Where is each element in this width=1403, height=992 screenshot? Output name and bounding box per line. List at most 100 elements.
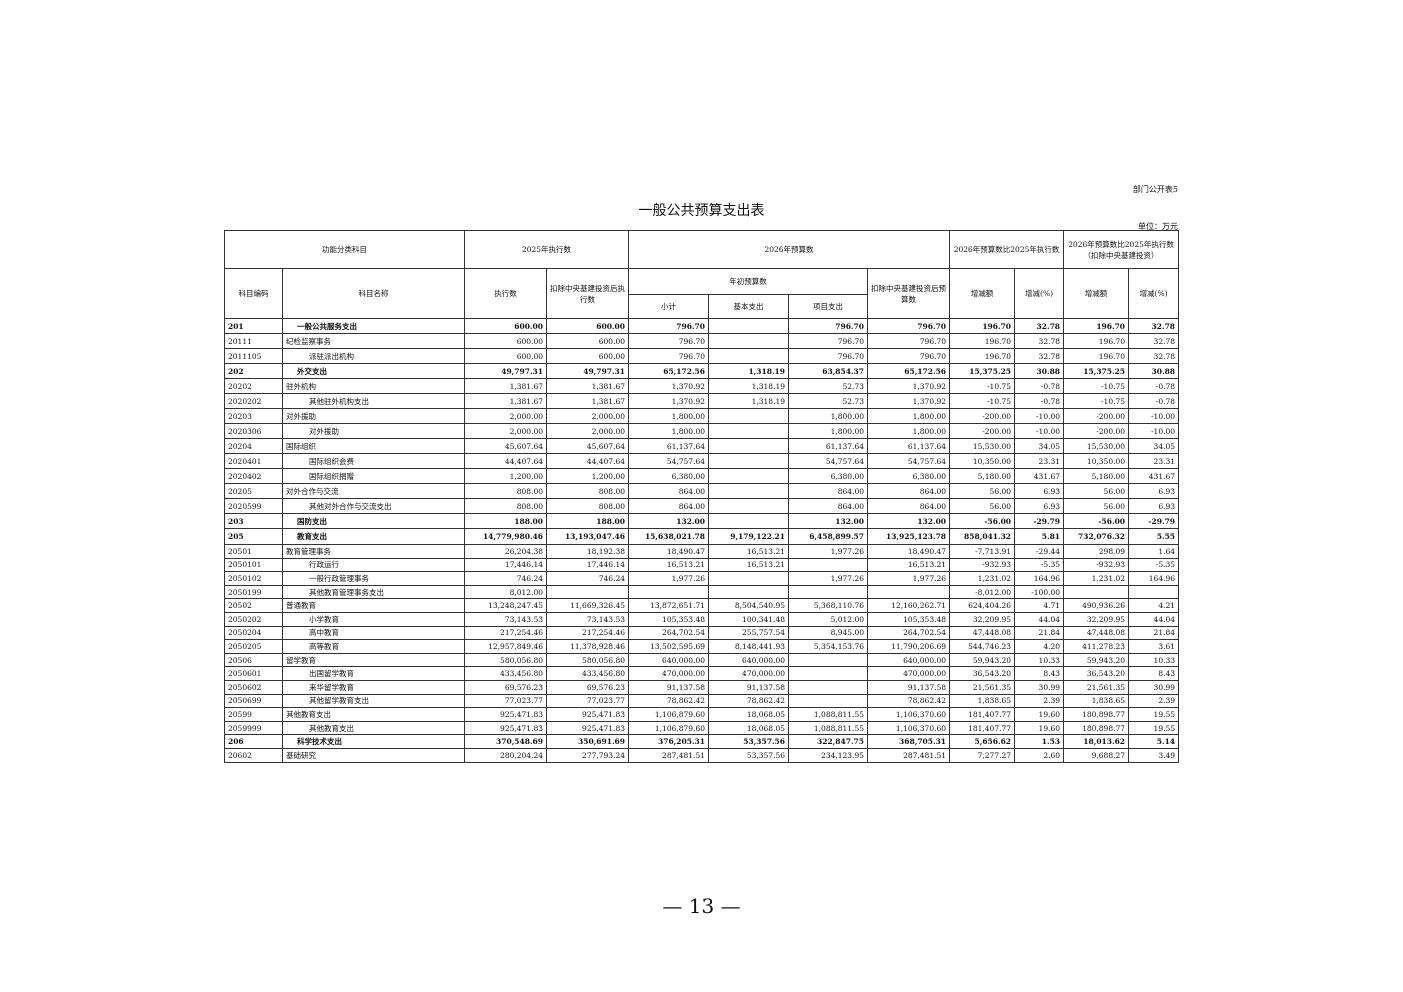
table-row: 2050199 其他教育管理事务支出 8,012.00 -8,012.00 -100.0…: [224, 584, 1180, 600]
cell-exec-excl: 217,254.46: [546, 625, 629, 641]
cell-pct-2: 6.93: [1128, 498, 1180, 514]
cell-pct-1: 32.78: [1014, 348, 1065, 364]
cell-pct-1: 34.05: [1014, 438, 1065, 454]
cell-exec: 433,456.80: [464, 666, 547, 681]
cell-project: [788, 666, 868, 681]
cell-pct-1: 8.43: [1014, 666, 1065, 681]
cell-change-1: 196.70: [949, 333, 1016, 349]
cell-change-2: 180,898.77: [1063, 707, 1130, 722]
cell-budget-excl: 13,925,123.78: [866, 528, 951, 545]
row-code: 20501: [224, 544, 283, 559]
cell-basic: 640,000.00: [708, 652, 789, 668]
cell-pct-2: -10.00: [1128, 423, 1180, 439]
cell-subtotal: 1,370.92: [628, 378, 709, 394]
cell-basic: [708, 513, 789, 529]
cell-pct-1: -29.44: [1014, 544, 1065, 559]
cell-exec: 746.24: [464, 571, 547, 586]
cell-pct-1: -0.78: [1014, 378, 1065, 394]
cell-basic: 18,068.05: [708, 720, 789, 736]
cell-change-1: -10.75: [949, 378, 1016, 394]
cell-exec-excl: 350,691.69: [546, 734, 629, 749]
cell-project: 132.00: [788, 513, 868, 529]
cell-budget-excl: 11,790,206.69: [866, 639, 951, 654]
table-row: 2020402 国际组织捐赠 1,200.00 1,200.00 6,380.00 6,3…: [224, 468, 1180, 484]
cell-change-2: 15,530.00: [1063, 438, 1130, 454]
cell-change-1: 5,656.62: [949, 734, 1016, 749]
row-name: 一般公共服务支出: [282, 318, 465, 334]
cell-change-1: 15,530.00: [949, 438, 1016, 454]
cell-pct-2: 431.67: [1128, 468, 1180, 484]
cell-budget-excl: 54,757.64: [866, 453, 951, 469]
cell-basic: 255,757.54: [708, 625, 789, 641]
row-name: 教育支出: [282, 528, 465, 545]
table-row: 2050102 一般行政管理事务 746.24 746.24 1,977.26 1,977…: [224, 571, 1180, 586]
cell-pct-1: 19.60: [1014, 707, 1065, 722]
cell-pct-1: 30.99: [1014, 679, 1065, 695]
table-row: 20506 留学教育 580,056.80 580,056.80 640,000.00 6…: [224, 652, 1180, 668]
cell-exec-excl: 17,446.14: [546, 557, 629, 573]
row-code: 205: [224, 528, 283, 545]
cell-subtotal: 1,800.00: [628, 408, 709, 424]
cell-exec: 14,779,980.46: [464, 528, 547, 545]
cell-subtotal: 15,638,021.78: [628, 528, 709, 545]
row-name: 基础研究: [282, 747, 465, 763]
cell-exec-excl: 11,669,326.45: [546, 598, 629, 613]
cell-basic: 8,148,441.93: [708, 639, 789, 654]
cell-change-1: -932.93: [949, 557, 1016, 573]
cell-budget-excl: [866, 584, 951, 600]
cell-pct-1: -29.79: [1014, 513, 1065, 529]
row-code: 20204: [224, 438, 283, 454]
cell-change-2: -10.75: [1063, 393, 1130, 409]
cell-change-2: 18,013.62: [1063, 734, 1130, 749]
cell-budget-excl: 105,353.48: [866, 611, 951, 627]
table-row: 2020202 其他驻外机构支出 1,381.67 1,381.67 1,370.92 1…: [224, 393, 1180, 409]
cell-exec-excl: 49,797.31: [546, 363, 629, 379]
header-change-1: 增减额: [949, 268, 1016, 319]
page-number: — 13 —: [662, 894, 741, 918]
cell-change-2: 21,561.35: [1063, 679, 1130, 695]
row-name: 其他驻外机构支出: [282, 393, 465, 409]
table-row: 20203 对外援助 2,000.00 2,000.00 1,800.00 1,800.0…: [224, 408, 1180, 424]
cell-pct-2: 32.78: [1128, 348, 1180, 364]
cell-pct-1: 19.60: [1014, 720, 1065, 736]
cell-basic: 78,862.42: [708, 693, 789, 709]
row-name: 纪检监察事务: [282, 333, 465, 349]
cell-exec: 13,248,247.45: [464, 598, 547, 613]
cell-basic: 91,137.58: [708, 679, 789, 695]
row-name: 其他对外合作与交流支出: [282, 498, 465, 514]
row-name: 国际组织: [282, 438, 465, 454]
cell-change-2: [1063, 584, 1130, 600]
cell-pct-1: 4.20: [1014, 639, 1065, 654]
cell-pct-2: -10.00: [1128, 408, 1180, 424]
cell-exec-excl: 808.00: [546, 498, 629, 514]
cell-pct-2: 2.39: [1128, 693, 1180, 709]
cell-pct-1: 10.33: [1014, 652, 1065, 668]
row-code: 2059999: [224, 720, 283, 736]
cell-subtotal: 864.00: [628, 498, 709, 514]
row-name: 其他留学教育支出: [282, 693, 465, 709]
row-code: 2020599: [224, 498, 283, 514]
row-name: 高中教育: [282, 625, 465, 641]
row-code: 20602: [224, 747, 283, 763]
row-code: 2020202: [224, 393, 283, 409]
cell-change-1: 624,404.26: [949, 598, 1016, 613]
cell-basic: [708, 438, 789, 454]
cell-pct-1: 44.04: [1014, 611, 1065, 627]
cell-exec-excl: [546, 584, 629, 600]
cell-subtotal: 16,513.21: [628, 557, 709, 573]
cell-project: 6,380.00: [788, 468, 868, 484]
cell-basic: [708, 571, 789, 586]
cell-pct-1: 30.88: [1014, 363, 1065, 379]
cell-exec-excl: 1,200.00: [546, 468, 629, 484]
cell-exec: 45,607.64: [464, 438, 547, 454]
header-exec-excl: 扣除中央基建投资后执行数: [546, 268, 629, 319]
cell-budget-excl: 1,106,370.60: [866, 720, 951, 736]
cell-pct-2: 4.21: [1128, 598, 1180, 613]
cell-subtotal: 640,000.00: [628, 652, 709, 668]
cell-project: 5,012.00: [788, 611, 868, 627]
table-row: 20204 国际组织 45,607.64 45,607.64 61,137.64 61,1…: [224, 438, 1180, 454]
cell-basic: 1,318.19: [708, 378, 789, 394]
cell-subtotal: [628, 584, 709, 600]
row-name: 对外援助: [282, 408, 465, 424]
cell-subtotal: 1,800.00: [628, 423, 709, 439]
